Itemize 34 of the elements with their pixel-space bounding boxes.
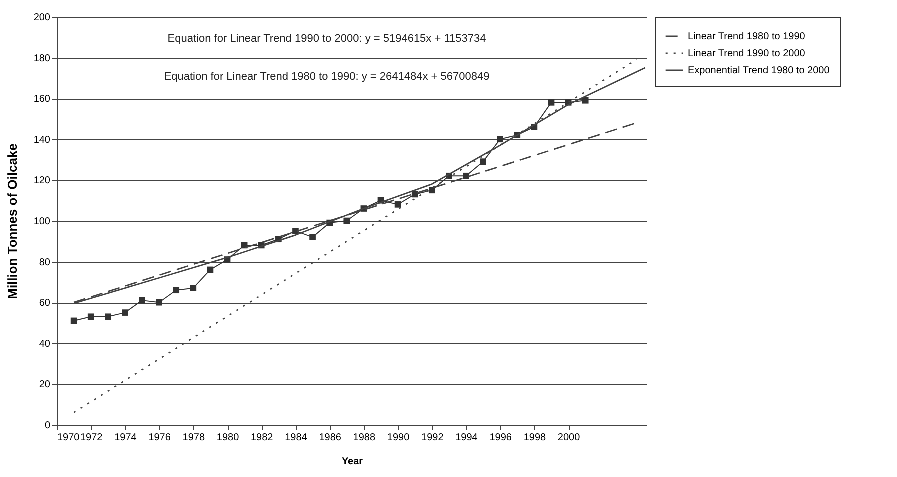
y-tick-label: 180 [34, 53, 51, 64]
y-tick-label: 100 [34, 216, 51, 228]
y-tick-label: 160 [34, 94, 51, 106]
x-tick-label: 1998 [524, 432, 547, 444]
annotation: Equation for Linear Trend 1980 to 1990: y = 2641484x + 56700849 [164, 71, 490, 83]
y-tick-label: 140 [34, 134, 51, 146]
x-tick-label: 1972 [80, 432, 104, 444]
y-tick-label: 0 [44, 420, 51, 432]
legend-label: Exponential Trend 1980 to 2000 [688, 66, 830, 76]
x-tick-label: 1994 [456, 432, 478, 444]
x-tick-label: 1996 [490, 432, 512, 444]
x-tick-label: 1974 [114, 432, 138, 444]
y-tick-label: 60 [39, 298, 51, 310]
x-tick-label: 1984 [285, 432, 308, 444]
x-tick-label: 1970 [58, 432, 80, 444]
y-tick-label: 80 [39, 257, 51, 268]
x-tick-label: 2000 [558, 432, 581, 444]
y-tick-label: 200 [34, 12, 51, 24]
x-tick-label: 1978 [182, 432, 206, 444]
x-tick-label: 1976 [148, 432, 172, 444]
x-axis-title: Year [342, 456, 364, 468]
x-tick-label: 1982 [251, 432, 274, 444]
y-tick-label: 120 [34, 176, 51, 187]
x-tick-label: 1990 [387, 432, 410, 444]
x-tick-label: 1992 [422, 432, 444, 444]
legend-label: Linear Trend 1990 to 2000 [688, 48, 806, 60]
y-tick-label: 20 [39, 380, 51, 391]
x-tick-label: 1986 [319, 432, 342, 444]
y-tick-label: 40 [39, 338, 51, 350]
legend-label: Linear Trend 1980 to 1990 [688, 32, 806, 42]
annotation: Equation for Linear Trend 1990 to 2000: y = 5194615x + 1153734 [168, 33, 486, 45]
x-tick-label: 1980 [216, 432, 240, 444]
x-tick-label: 1988 [353, 432, 376, 444]
y-axis-title: Million Tonnes of Oilcake [4, 144, 20, 300]
